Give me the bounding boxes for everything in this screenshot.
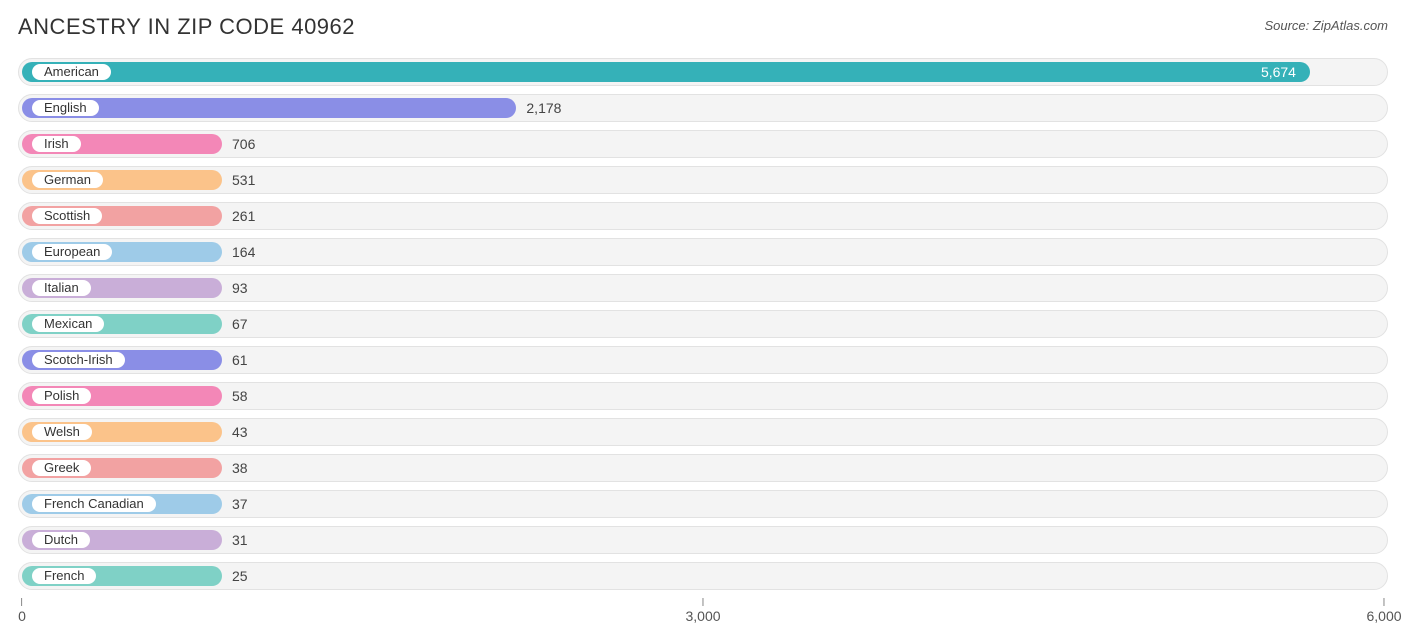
category-pill: Greek <box>30 458 93 478</box>
bar-row: Welsh 43 <box>18 418 1388 446</box>
bar-value: 38 <box>222 454 248 482</box>
category-pill: Polish <box>30 386 93 406</box>
axis-tick: 0 <box>18 598 26 624</box>
category-label: Italian <box>44 280 79 296</box>
category-label: English <box>44 100 87 116</box>
bar-value: 261 <box>222 202 255 230</box>
chart-source: Source: ZipAtlas.com <box>1264 18 1388 33</box>
category-label: Scotch-Irish <box>44 352 113 368</box>
bar-row: Scotch-Irish 61 <box>18 346 1388 374</box>
tick-mark <box>1383 598 1384 606</box>
bar-row: Mexican 67 <box>18 310 1388 338</box>
tick-label: 0 <box>18 608 26 624</box>
category-pill: Italian <box>30 278 93 298</box>
category-label: Dutch <box>44 532 78 548</box>
axis-tick: 6,000 <box>1366 598 1401 624</box>
bar-value: 31 <box>222 526 248 554</box>
category-label: French Canadian <box>44 496 144 512</box>
bar-value: 531 <box>222 166 255 194</box>
category-pill: Welsh <box>30 422 94 442</box>
category-label: French <box>44 568 84 584</box>
tick-mark <box>21 598 22 606</box>
bar-row: Italian 93 <box>18 274 1388 302</box>
category-pill: American <box>30 62 113 82</box>
bar-value: 58 <box>222 382 248 410</box>
bar-value: 61 <box>222 346 248 374</box>
chart-title: ANCESTRY IN ZIP CODE 40962 <box>18 14 355 40</box>
bar-row: American 5,674 <box>18 58 1388 86</box>
bar-value: 5,674 <box>1240 62 1310 82</box>
category-pill: English <box>30 98 101 118</box>
bar-row: French 25 <box>18 562 1388 590</box>
bar-row: Polish 58 <box>18 382 1388 410</box>
category-label: American <box>44 64 99 80</box>
bar-row: Dutch 31 <box>18 526 1388 554</box>
category-label: Mexican <box>44 316 92 332</box>
category-label: Scottish <box>44 208 90 224</box>
bar-row: English 2,178 <box>18 94 1388 122</box>
bar-row: German 531 <box>18 166 1388 194</box>
category-pill: French <box>30 566 98 586</box>
tick-label: 3,000 <box>685 608 720 624</box>
axis-tick: 3,000 <box>685 598 720 624</box>
tick-mark <box>702 598 703 606</box>
ancestry-bar-chart: American 5,674 English 2,178 Irish 706 German 5… <box>18 58 1388 628</box>
bar-value: 93 <box>222 274 248 302</box>
bar-row: European 164 <box>18 238 1388 266</box>
category-pill: European <box>30 242 114 262</box>
category-label: German <box>44 172 91 188</box>
bar-value: 43 <box>222 418 248 446</box>
chart-header: ANCESTRY IN ZIP CODE 40962 Source: ZipAt… <box>18 14 1388 40</box>
bar-value: 164 <box>222 238 255 266</box>
bar-row: Scottish 261 <box>18 202 1388 230</box>
category-pill: German <box>30 170 105 190</box>
bar-row: Greek 38 <box>18 454 1388 482</box>
tick-label: 6,000 <box>1366 608 1401 624</box>
bar-fill <box>22 62 1310 82</box>
category-pill: Scottish <box>30 206 104 226</box>
bar-value: 25 <box>222 562 248 590</box>
category-pill: Irish <box>30 134 83 154</box>
bar-value: 67 <box>222 310 248 338</box>
category-label: Welsh <box>44 424 80 440</box>
category-pill: Dutch <box>30 530 92 550</box>
bar-row: Irish 706 <box>18 130 1388 158</box>
category-label: Irish <box>44 136 69 152</box>
category-label: Greek <box>44 460 79 476</box>
category-label: Polish <box>44 388 79 404</box>
bar-value: 2,178 <box>516 94 561 122</box>
bar-value: 37 <box>222 490 248 518</box>
bar-value: 706 <box>222 130 255 158</box>
category-label: European <box>44 244 100 260</box>
category-pill: Scotch-Irish <box>30 350 127 370</box>
category-pill: French Canadian <box>30 494 158 514</box>
x-axis: 03,0006,000 <box>18 598 1388 628</box>
bar-row: French Canadian 37 <box>18 490 1388 518</box>
category-pill: Mexican <box>30 314 106 334</box>
